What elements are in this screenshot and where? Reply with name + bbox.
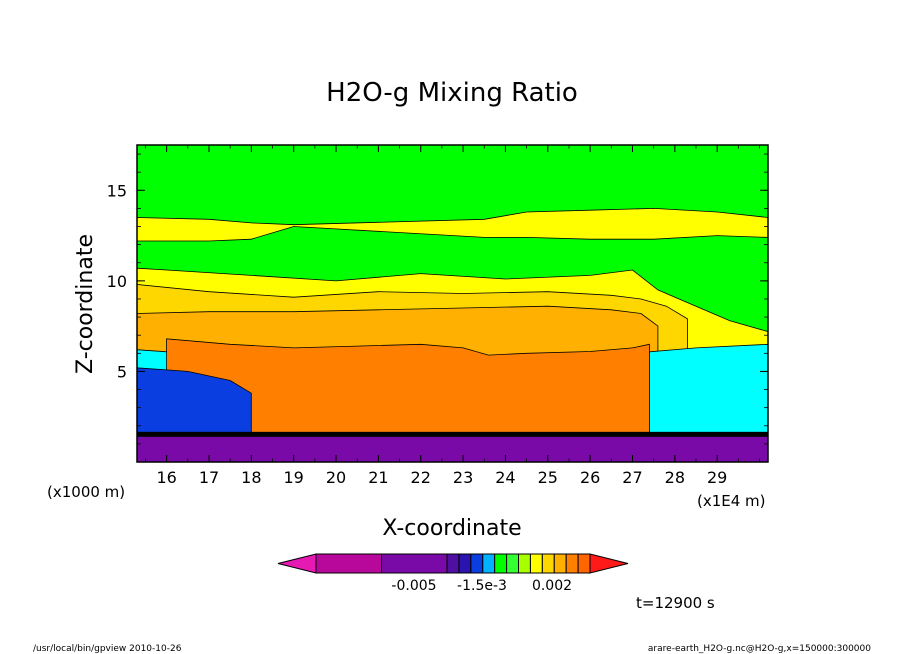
x-tick-label: 20: [326, 468, 346, 487]
x-tick-label: 24: [495, 468, 515, 487]
x-axis-unit-left: (x1000 m): [47, 483, 125, 501]
footer-right: arare-earth_H2O-g.nc@H2O-g,x=150000:3000…: [648, 644, 871, 654]
y-tick-label: 10: [107, 272, 127, 291]
time-label: t=12900 s: [636, 594, 715, 612]
colorbar-segment: [381, 553, 448, 574]
x-tick-label: 25: [538, 468, 558, 487]
chart-title: H2O-g Mixing Ratio: [326, 78, 578, 108]
colorbar-segment: [446, 553, 460, 574]
y-axis-label: Z-coordinate: [73, 234, 98, 374]
x-tick-label: 21: [368, 468, 388, 487]
colorbar-segment: [565, 553, 579, 574]
colorbar: [277, 553, 629, 574]
x-axis-label: X-coordinate: [382, 516, 521, 541]
surface-band: [137, 431, 768, 437]
y-tick-label: 5: [117, 362, 127, 381]
colorbar-segment: [482, 553, 496, 574]
x-tick-label: 19: [284, 468, 304, 487]
colorbar-segment: [315, 553, 383, 574]
colorbar-segment: [577, 553, 591, 574]
x-tick-label: 29: [707, 468, 727, 487]
x-tick-label: 22: [411, 468, 431, 487]
colorbar-labels: -0.005 -1.5e-3 0.002: [391, 578, 572, 594]
colorbar-segment: [458, 553, 472, 574]
x-tick-label: 26: [580, 468, 600, 487]
x-tick-label: 28: [665, 468, 685, 487]
x-tick-label: 23: [453, 468, 473, 487]
x-tick-label: 16: [156, 468, 176, 487]
colorbar-right-arrow: [589, 553, 629, 574]
x-tick-label: 27: [622, 468, 642, 487]
colorbar-segment: [506, 553, 520, 574]
x-tick-label: 18: [241, 468, 261, 487]
colorbar-label: -1.5e-3: [457, 578, 507, 594]
y-tick-label: 15: [107, 181, 127, 200]
y-axis: 5 10 15: [107, 153, 768, 445]
colorbar-left-arrow: [277, 553, 317, 574]
contour-purple-surface: [136, 434, 769, 463]
colorbar-segment: [529, 553, 543, 574]
x-axis-unit-right: (x1E4 m): [697, 492, 766, 510]
x-axis: 16 17 18 19 20 21 22 23 24 25 26 27 28 29: [145, 145, 760, 487]
contour-dark-orange-core: [166, 338, 650, 463]
x-tick-label: 17: [199, 468, 219, 487]
colorbar-label: -0.005: [391, 578, 436, 594]
colorbar-label: 0.002: [532, 578, 572, 594]
colorbar-segment: [541, 553, 555, 574]
colorbar-segment: [553, 553, 567, 574]
colorbar-segment: [494, 553, 508, 574]
colorbar-segment: [518, 553, 531, 574]
colorbar-segment: [470, 553, 484, 574]
plot-frame: [136, 144, 769, 463]
footer-left: /usr/local/bin/gpview 2010-10-26: [33, 644, 182, 654]
plot-area: [136, 145, 769, 463]
